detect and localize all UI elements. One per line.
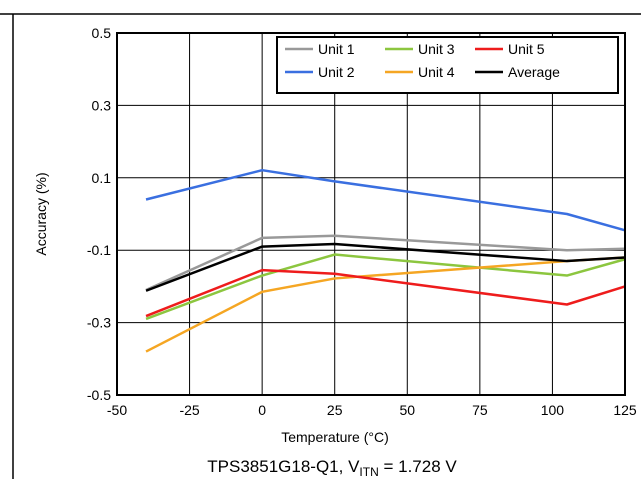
x-tick-label: 50 <box>399 402 415 418</box>
series-line-unit-3 <box>145 253 626 321</box>
chart-caption: TPS3851G18-Q1, VITN = 1.728 V <box>207 457 457 479</box>
x-tick-label: 0 <box>258 402 266 418</box>
y-axis-label: Accuracy (%) <box>33 172 49 255</box>
y-tick-label: 0.5 <box>92 25 112 41</box>
series-line-unit-5 <box>145 268 626 318</box>
y-tick-labels: -0.5 -0.3 -0.1 0.1 0.3 0.5 <box>87 25 111 403</box>
caption-main: TPS3851G18-Q1, V <box>207 457 360 476</box>
series-line-unit-4 <box>145 256 626 353</box>
y-tick-label: 0.1 <box>92 170 112 186</box>
series-line-average <box>145 242 626 292</box>
legend-label-unit-1: Unit 1 <box>318 41 355 57</box>
plot-area-border <box>116 32 626 396</box>
series-line-unit-2 <box>145 168 626 232</box>
series-line-unit-1 <box>145 234 626 292</box>
x-tick-label: -25 <box>179 402 199 418</box>
y-tick-label: -0.3 <box>87 315 111 331</box>
x-tick-label: 125 <box>613 402 637 418</box>
x-tick-labels: -50 -25 0 25 50 75 100 125 <box>107 402 637 418</box>
x-tick-label: 100 <box>541 402 565 418</box>
x-tick-label: 75 <box>472 402 488 418</box>
legend-label-unit-4: Unit 4 <box>418 64 455 80</box>
series-lines <box>145 168 626 353</box>
legend-label-unit-5: Unit 5 <box>508 41 545 57</box>
y-tick-label: -0.1 <box>87 242 111 258</box>
legend-label-unit-2: Unit 2 <box>318 64 355 80</box>
y-tick-label: 0.3 <box>92 97 112 113</box>
x-tick-label: 25 <box>327 402 343 418</box>
legend: Unit 1 Unit 3 Unit 5 Unit 2 Unit 4 Average <box>276 36 619 94</box>
x-tick-label: -50 <box>107 402 127 418</box>
legend-box <box>276 36 619 94</box>
caption-subscript: ITN <box>359 465 378 479</box>
legend-label-average: Average <box>508 64 560 80</box>
legend-label-unit-3: Unit 3 <box>418 41 455 57</box>
caption-suffix: = 1.728 V <box>379 457 458 476</box>
y-tick-label: -0.5 <box>87 387 111 403</box>
x-axis-label: Temperature (°C) <box>281 429 389 445</box>
